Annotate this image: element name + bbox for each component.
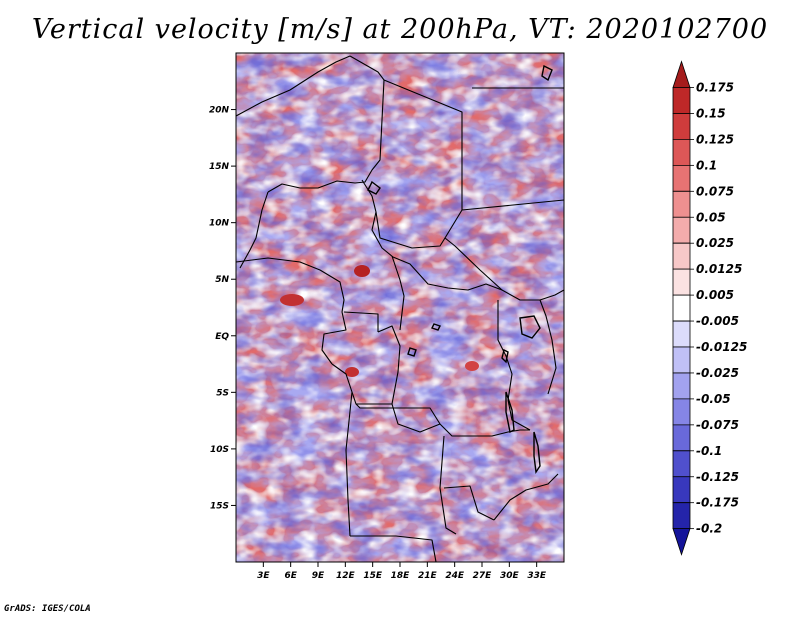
colorbar-segment bbox=[672, 268, 691, 296]
colorbar-segment bbox=[672, 424, 691, 452]
colorbar-label: 0.15 bbox=[696, 106, 726, 120]
colorbar-segment bbox=[672, 346, 691, 374]
colorbar-label: -0.05 bbox=[696, 392, 731, 406]
x-tick-label: 33E bbox=[527, 571, 547, 581]
y-tick-label: EQ bbox=[215, 332, 229, 342]
colorbar-label: -0.125 bbox=[696, 470, 739, 484]
x-tick-label: 24E bbox=[445, 571, 465, 581]
colorbar-segment bbox=[672, 502, 691, 530]
colorbar-segment bbox=[672, 398, 691, 426]
colorbar-label: -0.1 bbox=[696, 444, 722, 458]
colorbar-label: 0.175 bbox=[696, 81, 734, 95]
y-tick-label: 20N bbox=[209, 106, 230, 116]
x-tick-label: 15E bbox=[363, 571, 383, 581]
colorbar-segment bbox=[672, 476, 691, 504]
colorbar-label: 0.0125 bbox=[696, 262, 742, 276]
colorbar-segment bbox=[672, 87, 691, 114]
x-tick-label: 27E bbox=[473, 571, 493, 581]
x-tick-label: 3E bbox=[257, 571, 270, 581]
grads-credit: GrADS: IGES/COLA bbox=[4, 604, 91, 614]
y-axis: 20N 15N 10N 5N EQ 5S 10S 15S bbox=[209, 106, 236, 511]
colorbar-label: -0.175 bbox=[696, 496, 739, 510]
colorbar-segment bbox=[672, 113, 691, 140]
colorbar-segment bbox=[672, 139, 691, 166]
colorbar-segment bbox=[672, 190, 691, 218]
colorbar-segment bbox=[672, 216, 691, 244]
y-tick-label: 10S bbox=[210, 445, 229, 455]
x-tick-label: 12E bbox=[336, 571, 356, 581]
colorbar-segment bbox=[672, 242, 691, 270]
colorbar-label: 0.1 bbox=[696, 158, 717, 172]
colorbar-label: -0.075 bbox=[696, 418, 739, 432]
x-tick-label: 21E bbox=[418, 571, 438, 581]
y-tick-label: 5N bbox=[215, 275, 229, 285]
y-tick-label: 10N bbox=[209, 219, 230, 229]
colorbar-segment bbox=[672, 320, 691, 348]
x-tick-label: 18E bbox=[391, 571, 411, 581]
colorbar-label: -0.0125 bbox=[696, 340, 747, 354]
colorbar-segment bbox=[672, 164, 691, 192]
x-tick-label: 9E bbox=[312, 571, 325, 581]
colorbar-segment bbox=[672, 60, 691, 88]
colorbar-label: 0.005 bbox=[696, 288, 734, 302]
colorbar: 0.175 0.15 0.125 0.1 0.075 0.05 0.025 0.0125 0.0… bbox=[672, 60, 747, 556]
chart-title: Vertical velocity [m/s] at 200hPa, VT: 2… bbox=[31, 14, 769, 45]
updraft-spot bbox=[345, 367, 359, 377]
updraft-spot bbox=[280, 294, 304, 306]
colorbar-segment bbox=[672, 372, 691, 400]
colorbar-label: 0.025 bbox=[696, 236, 734, 250]
colorbar-label: 0.125 bbox=[696, 132, 734, 146]
colorbar-label: 0.075 bbox=[696, 184, 734, 198]
x-tick-label: 30E bbox=[500, 571, 520, 581]
lake-outlines bbox=[367, 64, 553, 474]
country-boundaries bbox=[236, 55, 564, 562]
y-tick-label: 15S bbox=[210, 501, 229, 511]
colorbar-label: 0.05 bbox=[696, 210, 726, 224]
colorbar-segment bbox=[672, 450, 691, 478]
y-tick-label: 5S bbox=[216, 388, 229, 398]
x-tick-label: 6E bbox=[284, 571, 297, 581]
x-axis: 3E 6E 9E 12E 15E 18E 21E 24E 27E 30E 33E bbox=[257, 562, 547, 581]
field-cold-pattern bbox=[236, 53, 564, 562]
map-plot-area bbox=[236, 53, 564, 562]
colorbar-segment bbox=[672, 528, 691, 556]
updraft-spot bbox=[465, 361, 479, 371]
colorbar-label: -0.025 bbox=[696, 366, 739, 380]
colorbar-label: -0.005 bbox=[696, 314, 739, 328]
colorbar-label: -0.2 bbox=[696, 522, 722, 536]
y-tick-label: 15N bbox=[209, 162, 230, 172]
updraft-spot bbox=[354, 265, 370, 277]
colorbar-segment bbox=[672, 294, 691, 322]
